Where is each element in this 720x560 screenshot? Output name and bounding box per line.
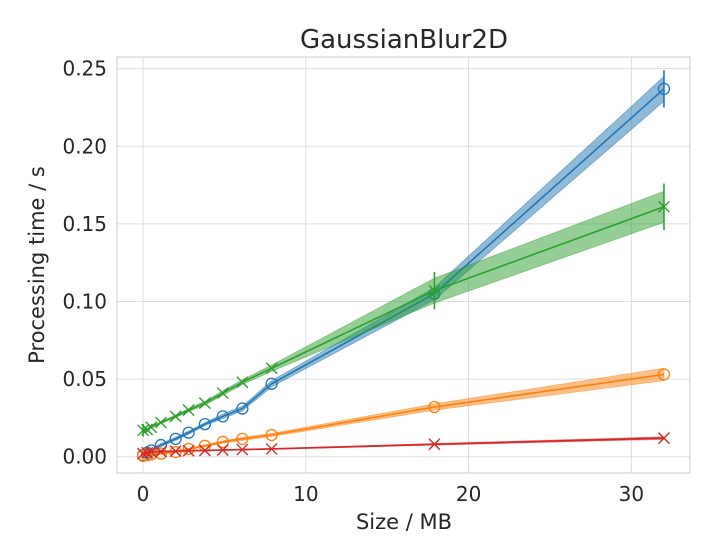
x-tick-labels: 0 10 20 30 bbox=[137, 482, 644, 506]
data-point bbox=[428, 284, 441, 297]
data-point bbox=[182, 444, 195, 457]
data-point bbox=[154, 445, 167, 458]
data-point bbox=[198, 397, 211, 410]
x-tick-label: 10 bbox=[293, 482, 318, 506]
x-axis-label: Size / MB bbox=[356, 510, 452, 534]
series-line bbox=[142, 373, 665, 457]
data-point bbox=[657, 200, 670, 213]
y-tick-label: 0.15 bbox=[62, 212, 107, 236]
data-point bbox=[154, 416, 167, 429]
plot-background bbox=[117, 57, 690, 473]
data-point bbox=[145, 421, 158, 434]
y-tick-label: 0.00 bbox=[62, 445, 107, 469]
data-point bbox=[198, 417, 212, 431]
y-tick-label: 0.05 bbox=[62, 367, 107, 391]
x-tick-label: 0 bbox=[137, 482, 150, 506]
y-tick-label: 0.10 bbox=[62, 289, 107, 313]
data-point bbox=[154, 447, 168, 460]
series-3 bbox=[137, 183, 670, 437]
plot-border bbox=[116, 56, 691, 474]
data-point bbox=[182, 404, 195, 417]
data-point bbox=[169, 432, 182, 446]
plot-area bbox=[117, 57, 690, 473]
data-point bbox=[141, 446, 154, 459]
series-layer bbox=[136, 70, 671, 463]
y-tick-labels: 0.00 0.05 0.10 0.15 0.20 0.25 bbox=[62, 57, 107, 469]
data-point bbox=[265, 362, 278, 375]
data-point bbox=[236, 432, 249, 446]
y-axis-label: Processing time / s bbox=[25, 166, 49, 364]
data-point bbox=[169, 410, 182, 423]
data-point bbox=[136, 449, 150, 463]
data-point bbox=[265, 428, 278, 442]
data-point bbox=[236, 402, 249, 415]
y-tick-label: 0.25 bbox=[62, 57, 107, 81]
data-point bbox=[154, 438, 168, 452]
data-point bbox=[236, 376, 249, 389]
data-point bbox=[216, 444, 229, 457]
data-point bbox=[657, 82, 671, 95]
data-point bbox=[265, 377, 278, 390]
data-point bbox=[657, 368, 671, 381]
data-point bbox=[198, 444, 211, 457]
data-point bbox=[236, 443, 249, 456]
data-point bbox=[265, 442, 278, 455]
data-point bbox=[182, 442, 195, 456]
x-tick-label: 20 bbox=[456, 482, 481, 506]
x-tick-label: 30 bbox=[619, 482, 644, 506]
y-tick-label: 0.20 bbox=[62, 134, 107, 158]
data-point bbox=[145, 446, 158, 459]
data-point bbox=[182, 426, 195, 439]
data-point bbox=[216, 410, 229, 423]
data-point bbox=[428, 400, 441, 414]
series-4 bbox=[137, 432, 670, 460]
data-point bbox=[216, 387, 229, 400]
data-point bbox=[657, 432, 670, 445]
data-point bbox=[216, 435, 229, 449]
plot-frame bbox=[116, 56, 691, 474]
chart-title: GaussianBlur2D bbox=[300, 25, 508, 55]
data-point bbox=[137, 424, 150, 437]
data-point bbox=[428, 438, 441, 451]
data-point bbox=[169, 445, 182, 458]
